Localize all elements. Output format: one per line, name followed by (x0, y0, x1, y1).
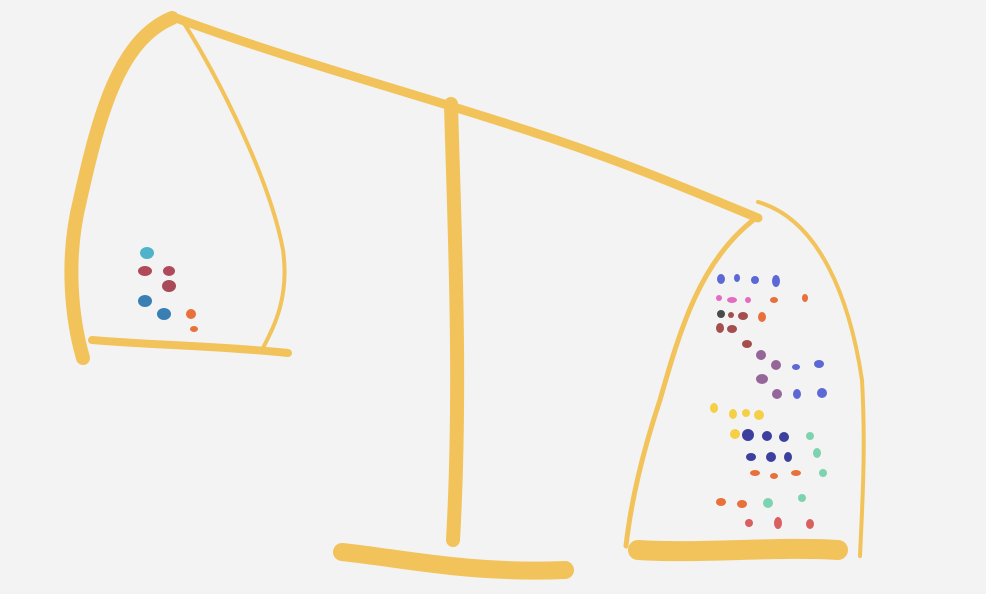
dot (813, 448, 821, 458)
dot (793, 389, 801, 399)
dot (737, 500, 747, 508)
dot (745, 297, 751, 303)
scale-beam (171, 13, 763, 223)
dot (806, 519, 814, 529)
dot (754, 410, 764, 420)
dot (157, 308, 171, 320)
dot (779, 432, 789, 442)
dot (791, 470, 801, 476)
dot (716, 498, 726, 506)
dot (817, 388, 827, 398)
dot (763, 498, 773, 508)
dot (742, 429, 754, 441)
dot (163, 266, 175, 276)
dot (745, 519, 753, 527)
dot (756, 374, 768, 384)
dot (751, 276, 759, 284)
left-pan-string-outer (64, 11, 179, 365)
dot (784, 452, 792, 462)
right-pan-tray (628, 538, 848, 562)
dot (750, 470, 760, 476)
dot (716, 323, 724, 333)
dot (814, 360, 824, 368)
dot (710, 403, 718, 413)
dot (798, 494, 806, 502)
dot (766, 452, 776, 462)
dot (802, 294, 808, 302)
dot (730, 429, 740, 439)
dot (758, 312, 766, 322)
right-pan-string-outer (623, 215, 759, 549)
dot (190, 326, 198, 332)
left-pan-tray (88, 336, 292, 357)
dot (770, 297, 778, 303)
dot (138, 266, 152, 276)
dot (727, 325, 737, 333)
dot (138, 295, 152, 307)
dot (772, 389, 782, 399)
dot (806, 432, 814, 440)
dot (717, 274, 725, 284)
dot (819, 469, 827, 477)
left-pan-dots (138, 247, 198, 332)
dot (186, 309, 196, 319)
dot (734, 274, 740, 282)
dot (771, 360, 781, 370)
dot (162, 280, 176, 292)
dot (774, 517, 782, 529)
scale-post (444, 97, 465, 547)
dot (772, 275, 780, 287)
dot (770, 473, 778, 479)
scale-base (333, 543, 574, 580)
right-pan-dots (710, 274, 827, 529)
dot (746, 453, 756, 461)
dot (756, 350, 766, 360)
dot (716, 295, 722, 301)
dot (742, 340, 752, 348)
dot (792, 364, 800, 370)
dot (140, 247, 154, 259)
left-pan-string-inner (180, 18, 287, 352)
right-pan-string-inner (756, 200, 866, 558)
dot (742, 409, 750, 417)
dot (727, 297, 737, 303)
dot (728, 312, 734, 318)
dot (762, 431, 772, 441)
dot (729, 409, 737, 419)
dot (738, 312, 748, 320)
dot (717, 310, 725, 318)
